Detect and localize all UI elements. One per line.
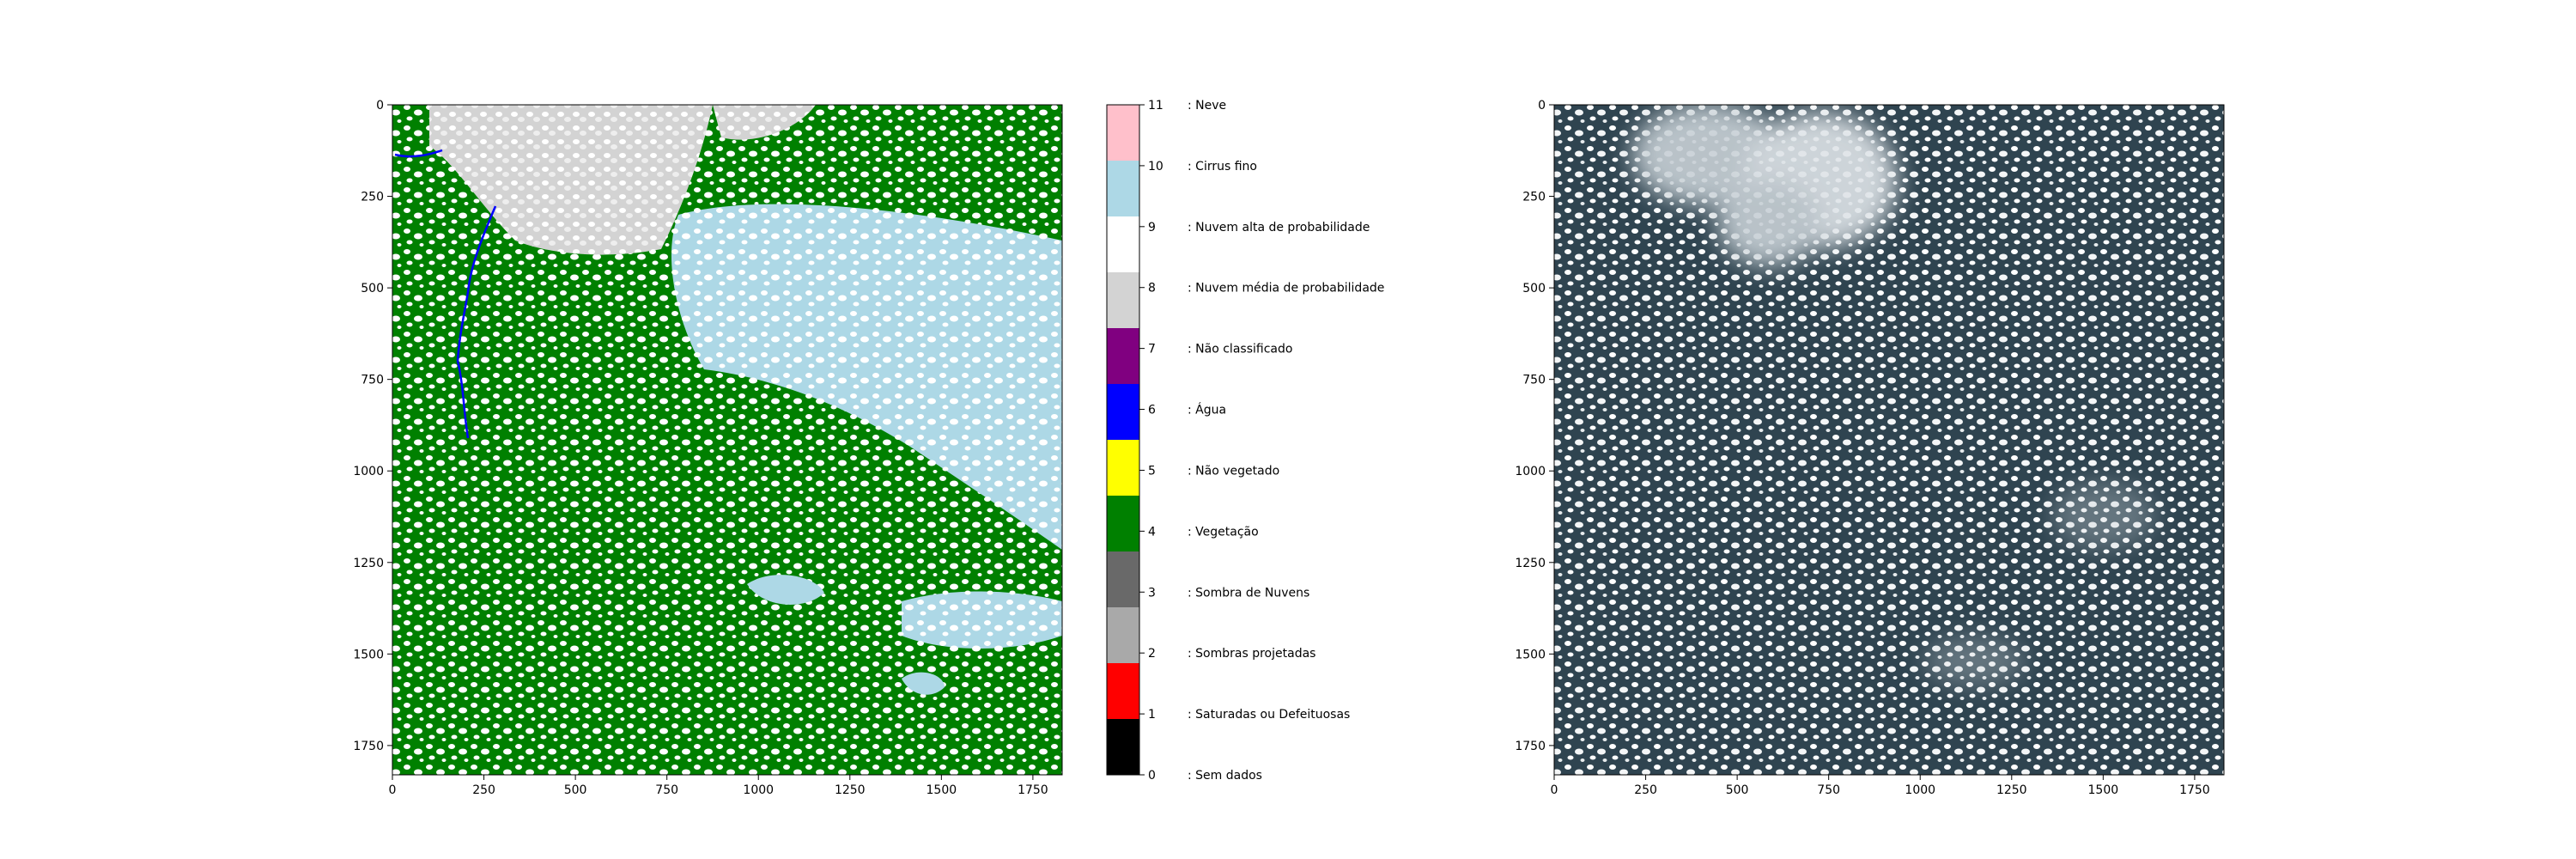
legend-class-label: : Sem dados — [1188, 769, 1262, 783]
legend-swatch — [1107, 607, 1139, 663]
legend-tick-value: 4 — [1148, 525, 1156, 539]
legend-swatch — [1107, 440, 1139, 496]
legend-tick-value: 11 — [1148, 99, 1163, 113]
right-x-tick-label: 250 — [1634, 783, 1657, 797]
right-y-tick-label: 1500 — [1515, 648, 1546, 661]
legend-tick-value: 10 — [1148, 160, 1163, 174]
legend-swatch — [1107, 216, 1139, 272]
legend-tick-value: 8 — [1148, 282, 1156, 295]
left-x-tick-label: 1250 — [835, 783, 866, 797]
legend-class-label: : Saturadas ou Defeituosas — [1188, 708, 1350, 722]
legend-tick-value: 7 — [1148, 343, 1156, 356]
legend-tick-value: 2 — [1148, 647, 1156, 661]
legend-class-label: : Cirrus fino — [1188, 160, 1257, 174]
left-x-tick-label: 750 — [655, 783, 678, 797]
legend-class-label: : Sombras projetadas — [1188, 647, 1315, 661]
legend-swatch — [1107, 551, 1139, 607]
right-y-tick-label: 750 — [1522, 374, 1546, 387]
legend-swatch — [1107, 105, 1139, 161]
left-x-tick-label: 1750 — [1018, 783, 1048, 797]
legend-swatch — [1107, 663, 1139, 719]
class-legend-colorbar: 0 : Sem dados 1 : Saturadas ou Defeituosas 2… — [1106, 99, 1384, 783]
right-x-tick-label: 0 — [1551, 783, 1558, 797]
right-x-tick-label: 750 — [1817, 783, 1840, 797]
right-x-tick-label: 1000 — [1905, 783, 1935, 797]
left-x-tick-label: 250 — [472, 783, 495, 797]
right-x-tick-label: 1250 — [1996, 783, 2027, 797]
left-y-tick-label: 1500 — [353, 648, 384, 661]
legend-swatch — [1107, 384, 1139, 440]
legend-class-label: : Não vegetado — [1188, 464, 1279, 478]
right-y-tick-label: 1250 — [1515, 557, 1546, 570]
classification-map-panel: 0 250 500 750 1000 1250 1500 1750 0 250 500 750 100… — [353, 99, 1063, 797]
legend-tick-value: 9 — [1148, 221, 1156, 235]
legend-class-label: : Nuvem média de probabilidade — [1188, 282, 1384, 295]
legend-class-label: : Não classificado — [1188, 343, 1292, 356]
legend-swatch — [1107, 328, 1139, 384]
left-x-tick-label: 0 — [389, 783, 397, 797]
true-color-raster — [1554, 105, 2224, 775]
right-y-tick-label: 1000 — [1515, 465, 1546, 478]
left-x-tick-label: 1000 — [743, 783, 774, 797]
legend-tick-value: 6 — [1148, 404, 1156, 417]
right-y-tick-label: 1750 — [1515, 740, 1546, 753]
left-y-tick-label: 1250 — [353, 557, 384, 570]
legend-swatch — [1107, 272, 1139, 328]
legend-class-label: : Neve — [1188, 99, 1226, 113]
right-x-tick-label: 500 — [1726, 783, 1749, 797]
left-x-axis-ticks: 0 250 500 750 1000 1250 1500 1750 — [389, 775, 1048, 797]
legend-swatch — [1107, 161, 1139, 216]
true-color-image-panel: 0 250 500 750 1000 1250 1500 1750 0 250 500 750 100… — [1515, 99, 2225, 797]
left-y-axis-ticks: 0 250 500 750 1000 1250 1500 1750 — [353, 99, 392, 753]
legend-class-label: : Água — [1188, 403, 1226, 417]
legend-tick-value: 3 — [1148, 586, 1156, 600]
left-y-tick-label: 1000 — [353, 465, 384, 478]
legend-swatch — [1107, 496, 1139, 551]
legend-tick-value: 0 — [1148, 769, 1156, 783]
legend-class-label: : Nuvem alta de probabilidade — [1188, 221, 1370, 235]
legend-swatch — [1107, 719, 1139, 775]
legend-class-label: : Sombra de Nuvens — [1188, 586, 1309, 600]
left-x-tick-label: 500 — [564, 783, 587, 797]
left-x-tick-label: 1500 — [927, 783, 957, 797]
left-y-tick-label: 500 — [361, 282, 384, 295]
left-y-tick-label: 750 — [361, 374, 384, 387]
right-x-tick-label: 1500 — [2088, 783, 2119, 797]
right-y-tick-label: 250 — [1522, 191, 1546, 204]
legend-tick-value: 5 — [1148, 464, 1156, 478]
right-x-tick-label: 1750 — [2179, 783, 2210, 797]
legend-tick-value: 1 — [1148, 708, 1156, 722]
classification-raster — [392, 105, 1062, 775]
right-y-tick-label: 500 — [1522, 282, 1546, 295]
right-x-axis-ticks: 0 250 500 750 1000 1250 1500 1750 — [1551, 775, 2210, 797]
legend-class-label: : Vegetação — [1188, 525, 1259, 539]
right-y-tick-label: 0 — [1538, 99, 1546, 113]
right-y-axis-ticks: 0 250 500 750 1000 1250 1500 1750 — [1515, 99, 1554, 753]
left-y-tick-label: 1750 — [353, 740, 384, 753]
left-y-tick-label: 250 — [361, 191, 384, 204]
left-y-tick-label: 0 — [376, 99, 384, 113]
